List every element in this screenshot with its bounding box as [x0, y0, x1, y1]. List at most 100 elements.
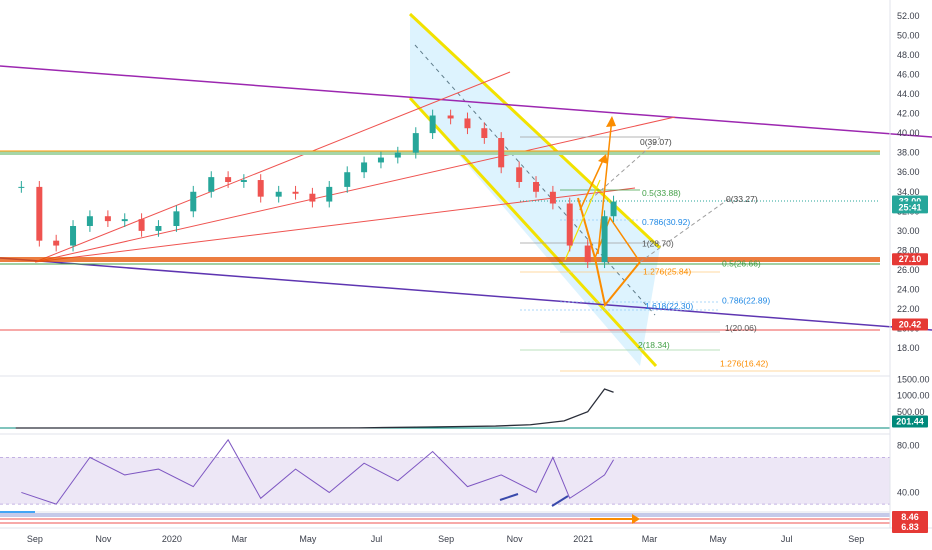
fib-label: 0.5(33.88): [642, 188, 681, 198]
time-tick-label: 2020: [162, 534, 182, 544]
bottom-arrowhead: [632, 514, 640, 524]
bottom-tag: 6.83: [901, 522, 919, 532]
time-tick-label: Sep: [27, 534, 43, 544]
price-tick-label: 40.00: [897, 128, 920, 138]
rsi-band: [0, 457, 890, 505]
fib-label: 1.276(25.84): [643, 267, 691, 277]
candle-body: [121, 219, 128, 222]
candle-body: [481, 128, 488, 138]
time-tick-label: Mar: [232, 534, 248, 544]
candle-body: [173, 211, 180, 226]
fib-label: 1.618(22.30): [645, 301, 693, 311]
candle-body: [138, 219, 145, 231]
channel-lower-line: [408, 96, 658, 368]
price-tag-bg: [892, 201, 928, 214]
time-tick-label: Mar: [642, 534, 658, 544]
projection-zigzag: [594, 216, 641, 263]
fib-label: 1(28.70): [642, 239, 674, 249]
price-tick-label: 28.00: [897, 245, 920, 255]
price-tick-label: 24.00: [897, 285, 920, 295]
price-tick-label: 46.00: [897, 69, 920, 79]
candle-body: [18, 186, 25, 188]
candle-body: [361, 162, 368, 173]
fib-label: 0.786(22.89): [722, 295, 770, 305]
candle-body: [377, 157, 384, 163]
fib-label: 1.276(16.42): [720, 359, 768, 369]
price-tag-bg: [892, 318, 928, 331]
candle-body: [464, 118, 471, 129]
volume-series-line: [15, 388, 614, 429]
candle-body: [70, 226, 77, 246]
price-tick-label: 52.00: [897, 11, 920, 21]
bottom-band-1: [0, 513, 890, 517]
candle-body: [86, 216, 93, 226]
price-tick-label: 48.00: [897, 50, 920, 60]
bottom-tag: 8.46: [901, 512, 919, 522]
projection-up-arrow-2: [579, 157, 605, 211]
price-tick-label: 34.00: [897, 187, 920, 197]
price-tag-bg: [892, 253, 928, 266]
candle-body: [533, 182, 540, 192]
fib-label: 2(18.34): [638, 340, 670, 350]
dashed-projection-1: [589, 137, 661, 201]
fib-label: 1(20.06): [725, 323, 757, 333]
arrowhead-up-1: [606, 116, 616, 127]
price-tick-label: 22.00: [897, 304, 920, 314]
candle-body: [104, 216, 111, 222]
candle-body: [292, 191, 299, 194]
price-tick-label: 26.00: [897, 265, 920, 275]
candle-body: [326, 186, 333, 202]
price-tick-label: 44.00: [897, 89, 920, 99]
time-tick-label: Nov: [507, 534, 524, 544]
fan-line-3: [34, 187, 636, 263]
purple-support-line: [0, 257, 932, 331]
time-tick-label: 2021: [573, 534, 593, 544]
candle-body: [584, 245, 591, 263]
arrowhead-up-2: [598, 154, 608, 164]
volume-tick-label: 1500.00: [897, 374, 930, 384]
price-tick-label: 18.00: [897, 343, 920, 353]
volume-last-tag: 201.44: [896, 416, 924, 426]
candle-body: [447, 115, 454, 119]
volume-last-tag-bg: [892, 415, 928, 428]
fib-label: 0.786(30.92): [642, 217, 690, 227]
candle-body: [549, 191, 556, 204]
wedge-line: [564, 179, 601, 261]
candle-body: [394, 152, 401, 158]
price-tick-label: 38.00: [897, 148, 920, 158]
rsi-tick-label: 80.00: [897, 441, 920, 451]
support-zone-orange: [0, 257, 880, 262]
projection-up-arrow: [597, 117, 613, 255]
bottom-tag-bg: [892, 511, 928, 523]
candle-body: [344, 172, 351, 187]
rsi-pane: [0, 433, 890, 507]
bottom-tag-bg: [892, 521, 928, 533]
price-tick-label: 50.00: [897, 30, 920, 40]
candle-body: [498, 138, 505, 168]
projection-down-path: [577, 197, 641, 308]
channel-upper-line: [408, 12, 662, 250]
time-axis[interactable]: Sep Nov 2020 Mar May Jul Sep Nov 2021 Mar May Jul Se…: [0, 527, 932, 544]
time-tick-label: May: [299, 534, 317, 544]
rsi-tick-label: 40.00: [897, 487, 920, 497]
price-candles: [18, 109, 617, 269]
rsi-divergence-line-2: [551, 495, 569, 507]
price-tag: 25:41: [898, 202, 921, 212]
candle-body: [240, 180, 247, 182]
fib-label: 0(33.27): [726, 194, 758, 204]
candle-body: [275, 191, 282, 197]
bottom-indicator-pane: [0, 511, 890, 524]
time-tick-label: Nov: [95, 534, 112, 544]
purple-resistance-line: [0, 65, 932, 138]
candle-body: [601, 216, 608, 263]
time-tick-label: Jul: [781, 534, 793, 544]
candle-body: [190, 191, 197, 212]
candle-body: [566, 203, 573, 246]
candle-body: [155, 226, 162, 231]
volume-pane: [0, 375, 890, 429]
candle-body: [257, 180, 264, 197]
candle-body: [412, 133, 419, 153]
rsi-series-line: [21, 438, 614, 505]
